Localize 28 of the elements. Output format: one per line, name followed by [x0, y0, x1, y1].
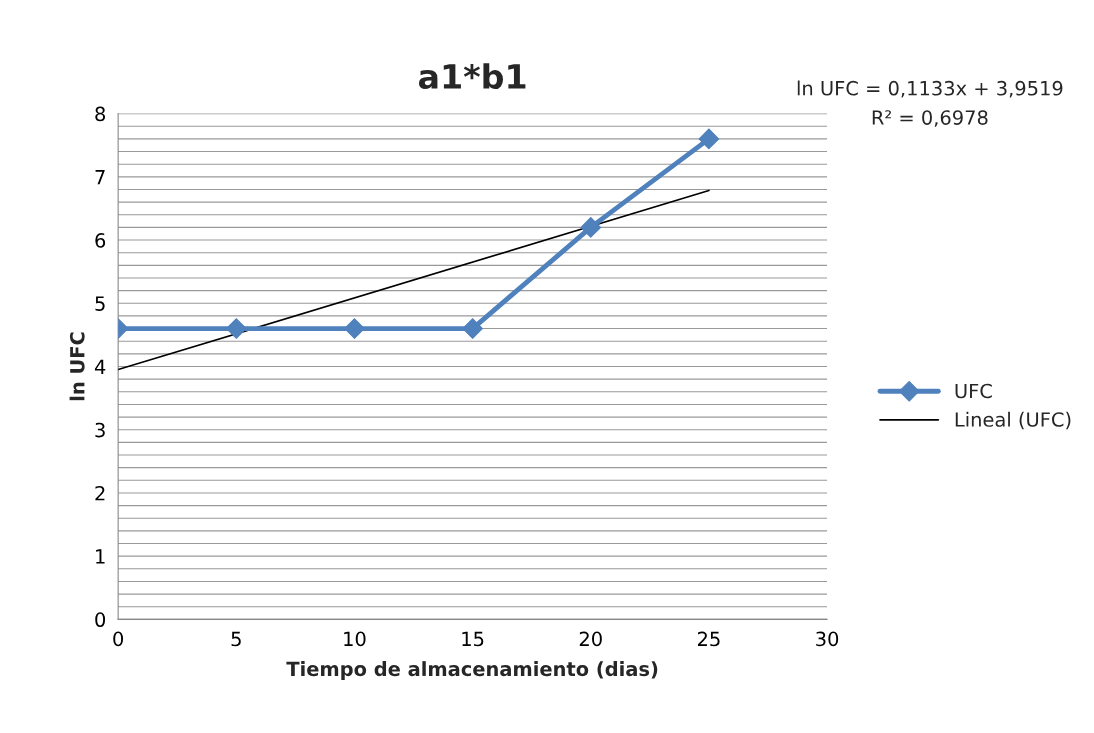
x-tick-label: 0: [113, 631, 124, 647]
y-tick-label: 2: [95, 485, 105, 501]
point: [462, 318, 483, 339]
y-tick-label: 3: [95, 422, 105, 438]
x-tick-label: 20: [579, 631, 602, 647]
y-tick-label: 6: [95, 233, 106, 248]
chart-title: a1*b1: [418, 63, 526, 90]
x-tick-label: 15: [462, 631, 484, 647]
x-tick-label: 5: [231, 631, 241, 647]
y-tick-label: 4: [94, 359, 106, 374]
text: R² = 0,6978: [872, 110, 988, 127]
point: [580, 217, 602, 238]
y-tick-label: 0: [95, 612, 106, 628]
y-axis-title: ln UFC: [69, 332, 85, 401]
x-axis-title: Tiempo de almacenamiento (dias): [286, 661, 658, 680]
y-tick-label: 1: [96, 549, 105, 564]
text: ln UFC = 0,1133x + 3,9519: [797, 80, 1063, 98]
y-tick-label: 8: [95, 106, 106, 122]
y-tick-label: 5: [95, 296, 105, 311]
x-tick-label: 30: [816, 631, 839, 647]
legend-label: UFC: [955, 383, 992, 399]
legend-label: Lineal (UFC): [955, 411, 1071, 430]
x-tick-label: 10: [344, 631, 366, 647]
point: [344, 318, 365, 339]
y-tick-label: 7: [95, 170, 105, 185]
point: [225, 318, 247, 339]
point: [698, 128, 720, 150]
x-tick-label: 25: [697, 631, 720, 647]
